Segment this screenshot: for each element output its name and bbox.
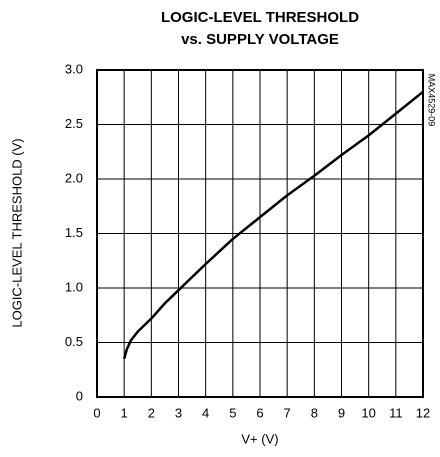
x-axis-label: V+ (V) xyxy=(241,431,278,446)
chart-title: vs. SUPPLY VOLTAGE xyxy=(181,31,339,48)
y-tick-label: 3.0 xyxy=(65,61,83,76)
y-axis-label: LOGIC-LEVEL THRESHOLD (V) xyxy=(9,138,24,327)
x-tick-label: 9 xyxy=(338,405,345,420)
x-tick-label: 6 xyxy=(256,405,263,420)
y-tick-label: 2.5 xyxy=(65,116,83,131)
x-tick-label: 4 xyxy=(202,405,209,420)
y-tick-label: 0 xyxy=(76,388,83,403)
x-tick-label: 11 xyxy=(389,405,403,420)
annotation: MAX4529-09 xyxy=(427,74,437,127)
x-tick-label: 10 xyxy=(361,405,375,420)
plot-frame xyxy=(96,69,424,398)
x-tick-label: 2 xyxy=(148,405,155,420)
x-tick-label: 1 xyxy=(121,405,128,420)
x-tick-label: 7 xyxy=(284,405,291,420)
x-tick-label: 0 xyxy=(93,405,100,420)
x-tick-label: 8 xyxy=(311,405,318,420)
x-tick-label: 5 xyxy=(229,405,236,420)
y-tick-label: 2.0 xyxy=(65,170,83,185)
y-tick-label: 0.5 xyxy=(65,334,83,349)
x-tick-label: 3 xyxy=(175,405,182,420)
chart-title: LOGIC-LEVEL THRESHOLD xyxy=(161,9,359,26)
y-tick-label: 1.5 xyxy=(65,225,83,240)
data-line xyxy=(122,90,424,360)
y-tick-label: 1.0 xyxy=(65,279,83,294)
x-tick-label: 12 xyxy=(416,405,430,420)
